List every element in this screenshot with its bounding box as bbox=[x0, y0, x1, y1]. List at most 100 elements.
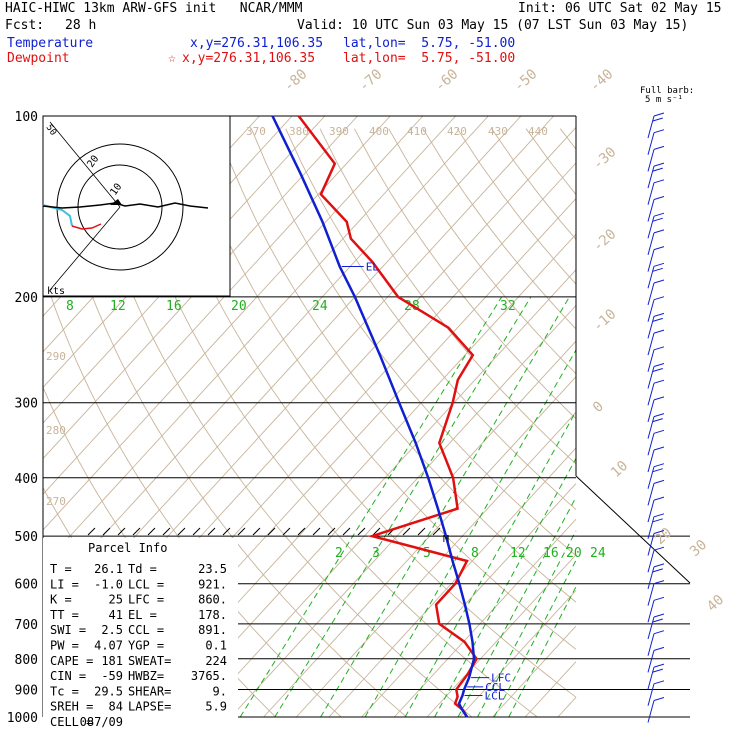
storm-motion-marker bbox=[110, 199, 122, 205]
temperature-tick-label: -10 bbox=[590, 306, 620, 335]
freezing-hatch bbox=[342, 527, 351, 536]
temperature-tick-label: -20 bbox=[590, 226, 620, 255]
parcel-info-key: EL = bbox=[128, 608, 157, 622]
wind-barb-flag bbox=[653, 229, 665, 234]
wind-barb-flag bbox=[653, 112, 665, 117]
right-axis-slant bbox=[575, 475, 691, 584]
wind-barb-flag bbox=[652, 518, 663, 523]
theta-label: 290 bbox=[46, 350, 66, 363]
dewpoint-latlon: lat,lon= 5.75, -51.00 bbox=[343, 51, 516, 66]
freezing-hatch bbox=[222, 527, 231, 536]
hodograph-box bbox=[42, 115, 231, 297]
parcel-info-value: 29.5 bbox=[94, 684, 123, 698]
dry-adiabat-line bbox=[285, 128, 577, 510]
wind-barb-flag bbox=[652, 668, 663, 673]
freezing-hatch bbox=[102, 527, 111, 536]
wind-barb-flag bbox=[653, 697, 665, 701]
temperature-tick-label: -40 bbox=[587, 66, 617, 95]
parcel-info-value: 087/09 bbox=[80, 715, 123, 729]
freezing-hatch bbox=[372, 527, 381, 536]
wind-barb-staff bbox=[647, 566, 655, 590]
mixing-ratio-label: 8 bbox=[66, 299, 74, 314]
wind-barb-flag bbox=[652, 117, 663, 122]
wind-barb-staff bbox=[647, 366, 655, 389]
isotherm-line bbox=[295, 411, 577, 718]
isotherm-line bbox=[42, 115, 424, 531]
parcel-info-key: CELL = bbox=[50, 715, 93, 729]
parcel-info-key: SWEAT= bbox=[128, 654, 171, 668]
freezing-hatch bbox=[312, 527, 321, 536]
wind-barb-flag bbox=[653, 546, 665, 551]
wind-barb-flag bbox=[652, 418, 663, 423]
temperature-tick-label: -30 bbox=[590, 144, 620, 173]
mixing-ratio-label: 2 bbox=[335, 546, 343, 561]
valid-time: Valid: 10 UTC Sun 03 May 15 (07 LST Sun … bbox=[297, 18, 689, 33]
pressure-tick-label: 1000 bbox=[7, 711, 38, 726]
parcel-info-value: 2.5 bbox=[101, 623, 123, 637]
parcel-info-key: CCL = bbox=[128, 623, 164, 637]
wind-barb-flag bbox=[652, 468, 663, 473]
wind-barb-flag bbox=[653, 580, 665, 585]
wind-barb-flag bbox=[653, 346, 665, 351]
parcel-info-value: 224 bbox=[205, 654, 227, 668]
barb-key-units: 5 m s⁻¹ bbox=[645, 95, 683, 105]
mixing-ratio-line bbox=[274, 296, 532, 718]
wind-barb-staff bbox=[647, 249, 655, 272]
parcel-info-value: 9. bbox=[213, 684, 227, 698]
wind-barb-flag bbox=[653, 179, 665, 184]
freezing-hatch bbox=[162, 527, 171, 536]
parcel-info-value: 23.5 bbox=[198, 562, 227, 576]
parcel-info-value: -59 bbox=[101, 669, 123, 683]
mixing-ratio-label: 16 bbox=[543, 546, 559, 561]
pressure-tick-label: 300 bbox=[15, 397, 38, 412]
wind-barb-staff bbox=[647, 683, 655, 706]
wind-barb-flag bbox=[653, 212, 665, 217]
init-time: Init: 06 UTC Sat 02 May 15 bbox=[518, 1, 722, 16]
wind-barb-staff bbox=[647, 349, 655, 372]
parcel-info-key: T = bbox=[50, 562, 72, 576]
wind-barb-staff bbox=[647, 182, 655, 205]
mixing-ratio-label: 16 bbox=[166, 299, 182, 314]
wind-barb-flag bbox=[653, 312, 665, 317]
pressure-tick-label: 100 bbox=[15, 110, 38, 125]
mixing-ratio-line bbox=[364, 349, 577, 718]
freezing-hatch bbox=[117, 527, 126, 536]
dry-adiabat-line bbox=[422, 128, 577, 330]
pressure-tick-label: 800 bbox=[15, 653, 38, 668]
mixing-ratio-label: 5 bbox=[423, 546, 431, 561]
wind-barb-flag bbox=[652, 167, 663, 172]
hodograph-units: kts bbox=[47, 286, 65, 297]
parcel-info-value: 25 bbox=[109, 593, 123, 607]
dry-adiabat-line bbox=[319, 128, 577, 465]
isotherm-line bbox=[328, 447, 577, 718]
mixing-ratio-label: 12 bbox=[110, 299, 126, 314]
theta-label: 410 bbox=[407, 125, 427, 138]
pressure-tick-label: 900 bbox=[15, 684, 38, 699]
pressure-tick-label: 400 bbox=[15, 472, 38, 487]
freezing-hatch bbox=[147, 527, 156, 536]
wind-barb-staff bbox=[647, 449, 655, 473]
wind-barb-flag bbox=[653, 630, 665, 635]
dry-adiabat-line bbox=[216, 128, 577, 603]
parcel-info-key: LAPSE= bbox=[128, 700, 171, 714]
forecast-hour: 28 h bbox=[65, 18, 97, 33]
parcel-info-key: SHEAR= bbox=[128, 684, 171, 698]
parcel-info-key: LCL = bbox=[128, 577, 164, 591]
theta-label: 420 bbox=[447, 125, 467, 138]
wind-barb-flag bbox=[652, 267, 663, 272]
pressure-tick-label: 600 bbox=[15, 578, 38, 593]
parcel-info-value: 0.1 bbox=[205, 639, 227, 653]
theta-label: 390 bbox=[329, 125, 349, 138]
wind-barb-staff bbox=[647, 583, 655, 606]
freezing-hatch bbox=[432, 527, 441, 536]
parcel-info-key: SWI = bbox=[50, 623, 86, 637]
wind-barb-flag bbox=[653, 680, 665, 685]
parcel-info-value: 26.1 bbox=[94, 562, 123, 576]
wind-barb-staff bbox=[647, 700, 655, 723]
isotherm-line bbox=[394, 518, 577, 718]
mixing-ratio-line bbox=[239, 296, 503, 718]
wind-barb-flag bbox=[653, 279, 665, 284]
dry-adiabat-line bbox=[388, 128, 577, 375]
